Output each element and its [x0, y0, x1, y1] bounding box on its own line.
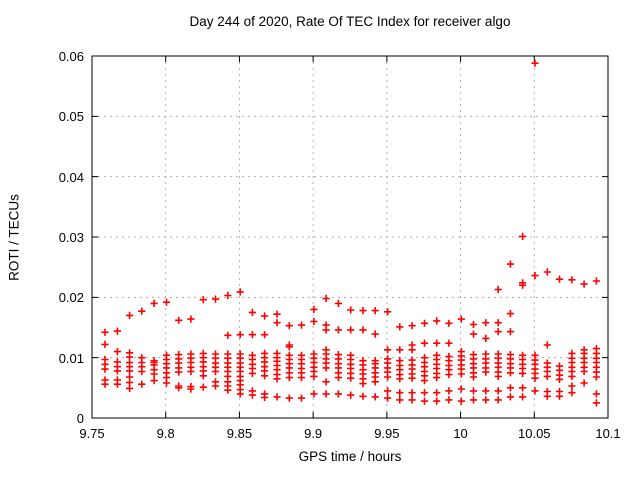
x-axis-label: GPS time / hours	[298, 449, 402, 464]
scatter-points	[101, 59, 600, 407]
x-tick-label: 10	[453, 426, 468, 441]
x-tick-label: 10.1	[595, 426, 621, 441]
y-tick-label: 0.02	[58, 290, 84, 306]
x-tick-label: 9.75	[79, 426, 105, 441]
y-tick-label: 0.06	[58, 49, 84, 64]
x-tick-label: 9.8	[156, 426, 175, 441]
y-axis-label: ROTI / TECUs	[6, 194, 22, 281]
y-tick-label: 0.05	[58, 109, 84, 125]
y-tick-label: 0.01	[58, 350, 84, 366]
chart-title: Day 244 of 2020, Rate Of TEC Index for r…	[189, 14, 511, 29]
x-tick-label: 9.9	[304, 426, 323, 441]
y-tick-label: 0	[76, 411, 84, 426]
x-tick-label: 10.05	[518, 426, 551, 441]
y-tick-label: 0.04	[58, 169, 84, 185]
y-tick-label: 0.03	[58, 230, 84, 245]
x-tick-label: 9.85	[226, 426, 253, 441]
x-tick-label: 9.95	[374, 426, 400, 441]
axis-tick-marks	[91, 55, 609, 419]
